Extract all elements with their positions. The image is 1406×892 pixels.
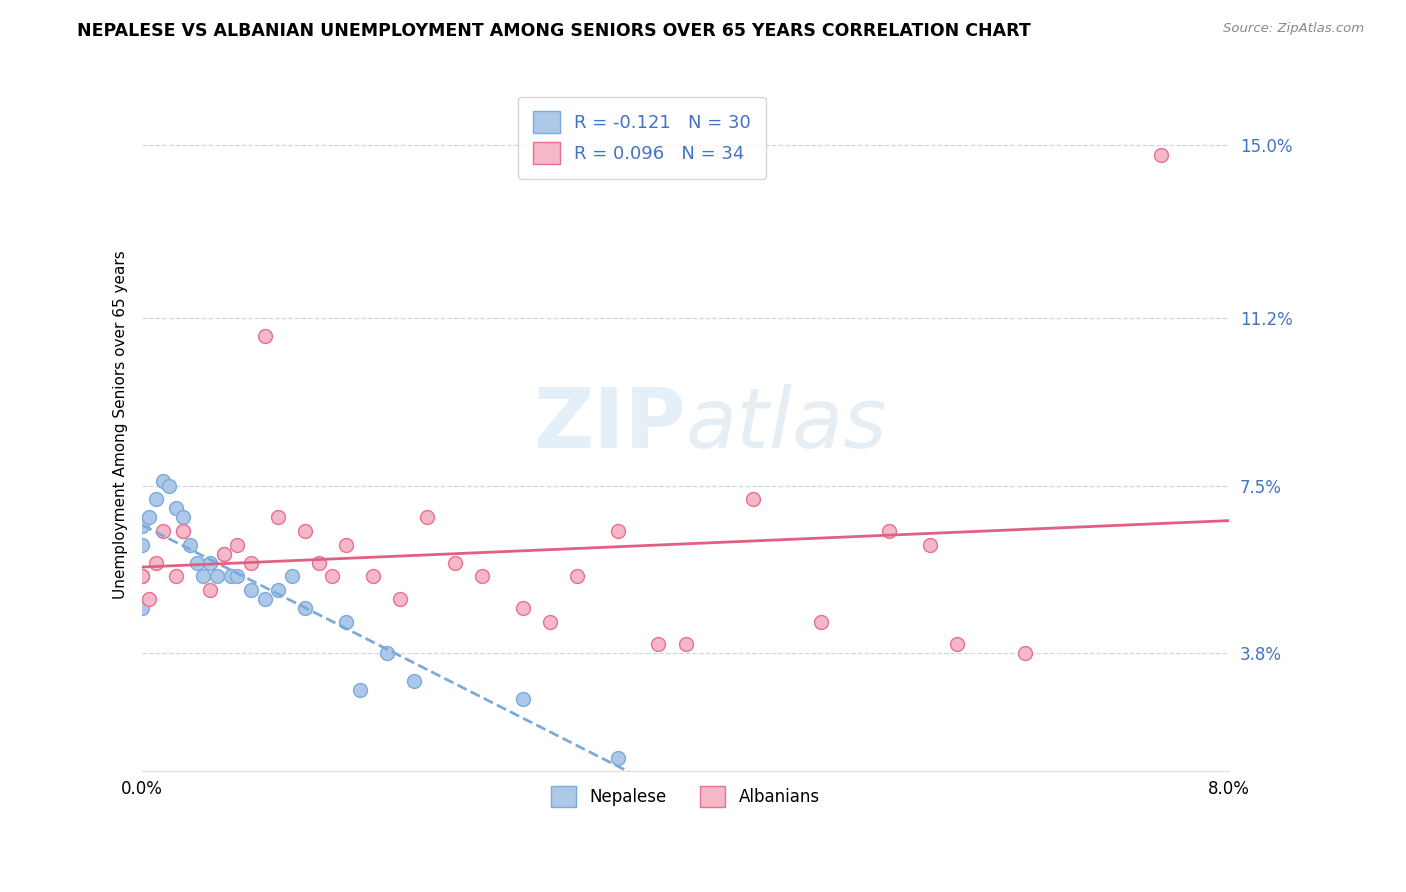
Point xyxy=(742,492,765,507)
Point xyxy=(675,637,697,651)
Point xyxy=(877,524,900,538)
Text: atlas: atlas xyxy=(686,384,887,465)
Point xyxy=(145,556,167,570)
Point xyxy=(159,478,181,492)
Y-axis label: Unemployment Among Seniors over 65 years: Unemployment Among Seniors over 65 years xyxy=(114,250,128,599)
Point xyxy=(565,569,588,583)
Point xyxy=(131,569,153,583)
Point xyxy=(212,547,235,561)
Point xyxy=(335,538,357,552)
Point xyxy=(253,592,276,607)
Point xyxy=(512,601,534,615)
Point xyxy=(1014,647,1036,661)
Point xyxy=(416,510,439,524)
Point xyxy=(267,582,290,597)
Point xyxy=(131,569,153,583)
Point xyxy=(361,569,384,583)
Point xyxy=(226,538,249,552)
Point xyxy=(402,673,425,688)
Point xyxy=(443,556,465,570)
Point xyxy=(193,569,215,583)
Point xyxy=(172,524,194,538)
Point xyxy=(165,501,187,516)
Point xyxy=(349,682,371,697)
Point xyxy=(946,637,969,651)
Point xyxy=(606,524,628,538)
Point xyxy=(647,637,669,651)
Point xyxy=(280,569,302,583)
Point xyxy=(145,492,167,507)
Point xyxy=(165,569,187,583)
Point xyxy=(131,601,153,615)
Point xyxy=(321,569,343,583)
Point xyxy=(512,691,534,706)
Point xyxy=(918,538,941,552)
Point xyxy=(389,592,412,607)
Point xyxy=(200,556,222,570)
Point xyxy=(179,538,201,552)
Point xyxy=(226,569,249,583)
Point xyxy=(172,510,194,524)
Point xyxy=(294,524,316,538)
Point xyxy=(186,556,208,570)
Point xyxy=(810,615,832,629)
Point xyxy=(239,556,262,570)
Text: NEPALESE VS ALBANIAN UNEMPLOYMENT AMONG SENIORS OVER 65 YEARS CORRELATION CHART: NEPALESE VS ALBANIAN UNEMPLOYMENT AMONG … xyxy=(77,22,1031,40)
Point xyxy=(294,601,316,615)
Point xyxy=(138,592,160,607)
Point xyxy=(375,647,398,661)
Point xyxy=(253,329,276,343)
Point xyxy=(471,569,494,583)
Point xyxy=(335,615,357,629)
Point xyxy=(212,547,235,561)
Legend: Nepalese, Albanians: Nepalese, Albanians xyxy=(543,778,828,815)
Point xyxy=(308,556,330,570)
Point xyxy=(152,524,174,538)
Point xyxy=(538,615,561,629)
Point xyxy=(205,569,228,583)
Text: Source: ZipAtlas.com: Source: ZipAtlas.com xyxy=(1223,22,1364,36)
Point xyxy=(131,538,153,552)
Point xyxy=(200,582,222,597)
Point xyxy=(1150,147,1173,161)
Point xyxy=(131,519,153,533)
Point xyxy=(172,524,194,538)
Point xyxy=(606,751,628,765)
Point xyxy=(219,569,242,583)
Point xyxy=(267,510,290,524)
Point xyxy=(138,510,160,524)
Point xyxy=(239,582,262,597)
Text: ZIP: ZIP xyxy=(533,384,686,465)
Point xyxy=(152,474,174,488)
